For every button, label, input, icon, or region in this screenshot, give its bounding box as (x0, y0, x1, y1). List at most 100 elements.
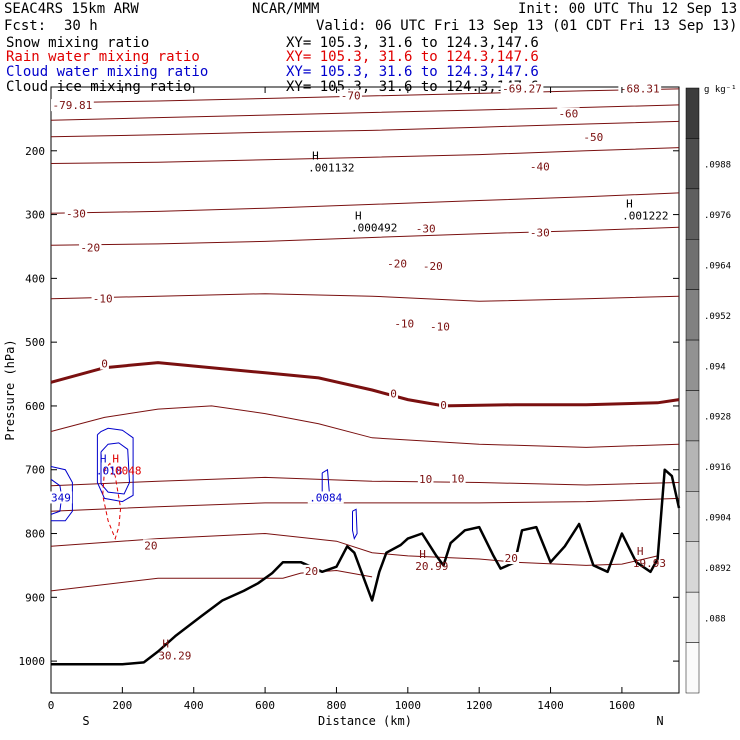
colorbar-swatch (685, 138, 700, 190)
x-tick-label: 1200 (466, 699, 493, 712)
colorbar-swatch (685, 87, 700, 139)
rain-water-contours (102, 462, 122, 541)
temperature-contour-label: -30 (530, 227, 550, 240)
field-xy-cloud-water: XY= 105.3, 31.6 to 124.3,147.6 (286, 64, 539, 80)
rain-high-marker: H (112, 453, 119, 466)
temperature-contour (50, 293, 680, 302)
temperature-contour-label: 0 (440, 399, 447, 412)
temperature-contour (50, 226, 680, 246)
field-name-cloud-water: Cloud water mixing ratio (6, 64, 209, 80)
y-tick-label: 800 (25, 528, 45, 541)
cloud-water-contour (96, 427, 134, 503)
temperature-contour-label-bg (91, 292, 114, 305)
temperature-contour-label-bg (618, 82, 662, 95)
y-tick-label: 300 (25, 209, 45, 222)
x-tick-label: 1400 (537, 699, 564, 712)
temperature-contour-label-bg (421, 259, 444, 272)
high-marker: H (312, 150, 319, 163)
terrain-line (51, 468, 681, 666)
cloud-water-contour (352, 508, 358, 541)
x-end-label-north: N (656, 714, 663, 728)
cloud-high-marker: H (100, 453, 107, 466)
temperature-contour-label: 20 (144, 539, 157, 552)
init-time: Init: 00 UTC Thu 12 Sep 13 (518, 1, 738, 17)
y-tick-label: 400 (25, 272, 45, 285)
temperature-contour (50, 532, 658, 566)
temperature-contour (50, 88, 680, 104)
temperature-contour (50, 569, 373, 592)
y-tick-label: 700 (25, 464, 45, 477)
x-tick-label: 800 (327, 699, 347, 712)
x-tick-label: 1600 (609, 699, 636, 712)
colorbar-swatch (685, 339, 700, 391)
colorbar-label: .0988 (704, 161, 731, 171)
temperature-contour-label-bg (557, 107, 580, 120)
temperature-contour-label-bg (339, 89, 362, 102)
colorbar-label: .094 (704, 362, 726, 372)
field-xy-rain: XY= 105.3, 31.6 to 124.3,147.6 (286, 49, 539, 65)
temperature-contour-label-bg (439, 398, 448, 411)
colorbar-swatch (685, 289, 700, 341)
temperature-contour-label-bg (143, 539, 159, 552)
temperature-contour-label-bg (79, 241, 102, 254)
y-tick-label: 600 (25, 400, 45, 413)
colorbar-swatch (685, 541, 700, 593)
temperature-contour-label: -10 (93, 292, 113, 305)
high-value: 20.99 (415, 560, 448, 573)
terrain-profile (51, 468, 681, 666)
colorbar-unit: g kg⁻¹ (704, 85, 737, 95)
temperature-contour-label: 10 (419, 473, 432, 486)
org-label: NCAR/MMM (252, 1, 320, 17)
high-value: 30.29 (158, 650, 191, 663)
colorbar-swatch (685, 591, 700, 643)
colorbar-swatch (685, 239, 700, 290)
x-tick-label: 1000 (395, 699, 422, 712)
rain-high-value: .0048 (108, 465, 141, 478)
high-marker: H (162, 638, 169, 651)
x-tick-label: 600 (255, 699, 275, 712)
cloud-contour-label: 349 (51, 491, 71, 504)
y-axis-title: Pressure (hPa) (3, 339, 17, 440)
temperature-contour-label: 0 (101, 357, 108, 370)
colorbar-swatch (685, 188, 700, 240)
temperature-contour (50, 147, 680, 164)
x-axis-title: Distance (km) (318, 714, 412, 728)
temperature-contour-label: -10 (394, 317, 414, 330)
model-title: SEAC4RS 15km ARW (4, 1, 139, 17)
temperature-contour-label: -10 (430, 320, 450, 333)
temperature-contour-label-bg (100, 357, 109, 370)
temperature-contour (50, 405, 680, 448)
y-tick-label: 500 (25, 336, 45, 349)
high-marker: H (637, 545, 644, 558)
high-value: .001222 (622, 209, 668, 222)
temperature-contour (50, 497, 680, 512)
x-tick-label: 200 (112, 699, 132, 712)
colorbar-label: .0928 (704, 413, 731, 423)
temperature-contour-label-bg (449, 472, 466, 485)
colorbar-label: .0892 (704, 564, 731, 574)
high-marker: H (355, 210, 362, 223)
cloud-water-contour (50, 466, 73, 522)
cloud-contour-label-bg (307, 491, 344, 504)
field-xy-snow: XY= 105.3, 31.6 to 124.3,147.6 (286, 35, 539, 51)
colorbar-swatch (685, 440, 700, 492)
fcst-value: 30 h (64, 18, 98, 34)
y-tick-label: 1000 (19, 655, 46, 668)
temperature-contour (50, 104, 680, 121)
colorbar-label: .088 (704, 614, 726, 624)
temperature-contour (50, 476, 680, 487)
temperature-contour-label-bg (417, 472, 434, 485)
high-value: .001132 (308, 162, 354, 175)
colorbar-label: .0964 (704, 261, 731, 271)
temperature-contour-label: -70 (341, 90, 361, 103)
colorbar-label: .0916 (704, 463, 731, 473)
temperature-contour (50, 192, 680, 214)
temperature-contour-label: 0 (390, 387, 397, 400)
temperature-contour-label-bg (414, 222, 437, 235)
temperature-contour-label: 20 (505, 552, 518, 565)
temperature-contour (50, 361, 680, 408)
axes: 0 200 400 600 800 1000 1200 1400 160020030040050… (19, 87, 679, 712)
temperature-contour-label-bg (64, 207, 88, 220)
x-end-label-south: S (82, 714, 89, 728)
